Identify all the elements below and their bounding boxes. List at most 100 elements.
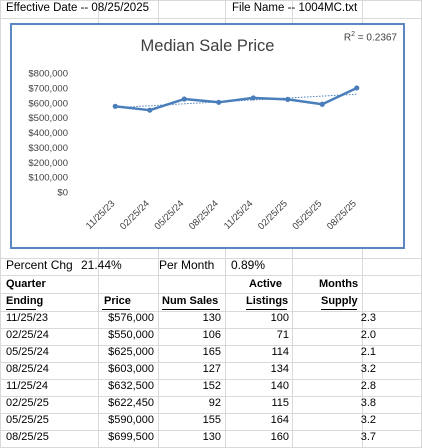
y-tick-label: $0 [57, 188, 68, 199]
y-tick-label: $800,000 [28, 69, 68, 80]
grid-row-line [0, 18, 422, 19]
cell-num-sales: 130 [202, 431, 221, 443]
cell-months-supply: 3.7 [360, 431, 376, 443]
cell-ending: 08/25/24 [6, 363, 49, 375]
cell-months-supply: 2.3 [360, 312, 376, 324]
y-tick-label: $200,000 [28, 158, 68, 169]
cell-ending: 05/25/24 [6, 346, 49, 358]
cell-price: $625,000 [108, 346, 154, 358]
grid-row-line [0, 0, 422, 1]
data-point [112, 103, 118, 109]
y-tick-label: $700,000 [28, 83, 68, 94]
effective-date: Effective Date -- 08/25/2025 [6, 2, 149, 14]
data-point [285, 96, 291, 103]
per-month-label: Per Month [159, 258, 215, 272]
cell-num-sales: 165 [202, 346, 221, 358]
header-supply: Supply [321, 295, 358, 307]
header-active: Active [249, 278, 283, 290]
percent-change-label: Percent Chg [6, 258, 73, 272]
grid-row-line [0, 258, 422, 259]
header-underline-price [102, 309, 130, 310]
cell-active-listings: 71 [276, 329, 289, 341]
cell-ending: 11/25/24 [6, 380, 49, 392]
percent-change-value: 21.44% [81, 258, 122, 272]
median-sale-price-chart[interactable]: Median Sale Price R2 = 0.2367 $800,000 $7… [10, 23, 405, 249]
cell-active-listings: 100 [270, 312, 289, 324]
header-price: Price [104, 295, 131, 307]
x-tick-label: 11/25/23 [84, 198, 117, 231]
data-point [250, 95, 256, 101]
data-point [354, 85, 360, 91]
file-name: File Name -- 1004MC.txt [232, 2, 358, 14]
grid-row-line [0, 293, 422, 294]
cell-active-listings: 115 [271, 397, 289, 409]
cell-active-listings: 114 [271, 346, 289, 358]
grid-row-line [0, 430, 422, 431]
grid-row-line [0, 275, 422, 276]
cell-num-sales: 130 [202, 312, 221, 324]
cell-months-supply: 3.2 [360, 414, 376, 426]
cell-active-listings: 164 [270, 414, 289, 426]
cell-months-supply: 3.8 [360, 397, 376, 409]
cell-price: $576,000 [108, 312, 154, 324]
x-tick-label: 08/25/25 [325, 198, 359, 232]
data-point [216, 99, 222, 105]
cell-active-listings: 134 [270, 363, 289, 375]
cell-ending: 05/25/25 [6, 414, 49, 426]
cell-price: $622,450 [108, 397, 154, 409]
cell-months-supply: 2.0 [360, 329, 376, 341]
grid-row-line [0, 413, 422, 414]
r-squared-label: R2 = 0.2367 [343, 31, 397, 44]
header-underline-supply [321, 309, 357, 310]
cell-months-supply: 3.2 [360, 363, 376, 375]
x-tick-label: 11/25/24 [222, 198, 255, 231]
cell-ending: 08/25/25 [6, 431, 49, 443]
header-quarter: Quarter [6, 278, 46, 290]
x-tick-label: 08/25/24 [187, 198, 221, 232]
cell-ending: 02/25/25 [6, 397, 49, 409]
grid-row-line [0, 379, 422, 380]
data-point [147, 107, 153, 113]
header-underline-listings [246, 309, 287, 310]
grid-col-line [0, 0, 1, 447]
y-tick-label: $100,000 [28, 173, 68, 184]
per-month-value: 0.89% [231, 258, 266, 272]
cell-price: $632,500 [108, 380, 154, 392]
header-underline-num-sales [162, 309, 220, 310]
y-tick-label: $300,000 [28, 143, 68, 154]
cell-ending: 11/25/23 [6, 312, 49, 324]
header-ending: Ending [6, 295, 44, 307]
header-num-sales: Num Sales [162, 295, 219, 307]
cell-num-sales: 155 [202, 414, 221, 426]
cell-months-supply: 2.8 [360, 380, 376, 392]
header-listings: Listings [246, 295, 289, 307]
header-underline-ending [6, 309, 36, 310]
header-months: Months [319, 278, 359, 290]
grid-row-line [0, 396, 422, 397]
cell-months-supply: 2.1 [360, 346, 376, 358]
chart-plot-area: $800,000 $700,000 $600,000 $500,000 $400,000… [28, 69, 360, 232]
data-point [319, 101, 325, 107]
y-tick-label: $500,000 [28, 113, 68, 124]
x-tick-label: 05/25/25 [290, 198, 324, 232]
cell-active-listings: 140 [270, 380, 289, 392]
cell-num-sales: 106 [202, 329, 221, 341]
y-tick-label: $600,000 [28, 98, 68, 109]
x-tick-label: 02/25/24 [118, 198, 152, 232]
series-line [115, 86, 358, 112]
grid-row-line [0, 311, 422, 312]
grid-row-line [0, 328, 422, 329]
cell-price: $603,000 [108, 363, 154, 375]
cell-price: $590,000 [108, 414, 154, 426]
x-tick-label: 02/25/25 [256, 198, 290, 232]
data-point [181, 96, 187, 102]
cell-active-listings: 160 [270, 431, 289, 443]
cell-price: $550,000 [108, 329, 154, 341]
cell-num-sales: 152 [202, 380, 221, 392]
chart-title: Median Sale Price [140, 37, 275, 55]
x-tick-label: 05/25/24 [152, 198, 186, 232]
cell-num-sales: 92 [208, 397, 221, 409]
grid-row-line [0, 362, 422, 363]
grid-row-line [0, 345, 422, 346]
